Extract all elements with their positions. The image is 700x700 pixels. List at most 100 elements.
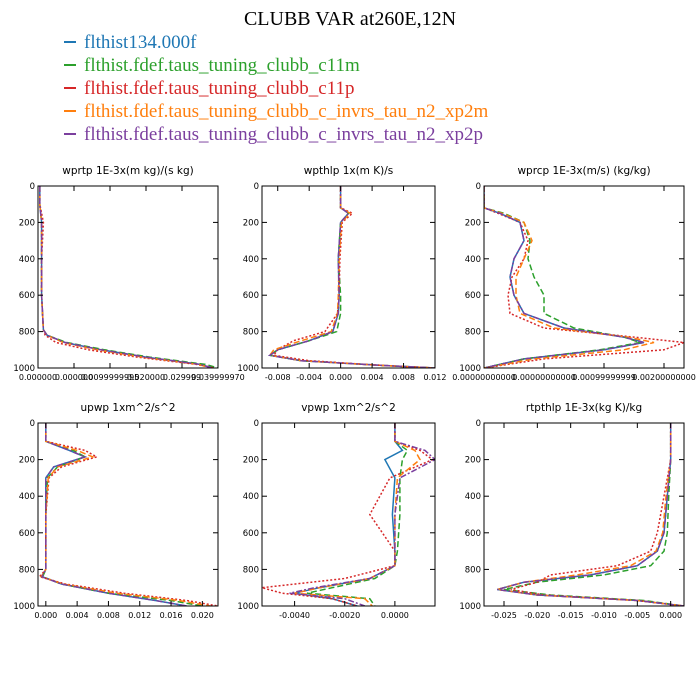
x-tick-label: 0.012 [128,611,151,620]
y-tick-label: 0 [254,419,259,429]
series-line [267,186,435,368]
chart-panel: vpwp 1xm^2/s^2 0 200 400 600 800 1000 -0.0040 -0… [237,402,436,620]
x-tick-label: 0.0099999995 [81,373,140,382]
x-tick-label: -0.025 [491,611,517,620]
y-tick-label: 200 [243,456,259,466]
x-tick-label: 0.016 [160,611,183,620]
series-line [484,186,684,368]
y-tick-label: 600 [19,529,35,539]
chart-panel: wprtp 1E-3x(m kg)/(s kg) 0 200 400 600 800 100… [13,165,244,382]
legend-item: flthist.fdef.taus_tuning_clubb_c_invrs_t… [64,124,488,147]
chart-panel: rtpthlp 1E-3x(kg K)/kg 0 200 400 600 800 1000 -… [459,402,685,620]
chart-series-group [497,423,684,606]
chart-frame [261,422,436,607]
y-tick-label: 0 [30,419,35,429]
chart-title: wprtp 1E-3x(m kg)/(s kg) [62,165,193,177]
legend-label: flthist.fdef.taus_tuning_clubb_c_invrs_t… [84,101,489,122]
y-tick-label: 1000 [237,602,259,612]
x-tick-label: 0.004 [66,611,89,620]
series-line [40,423,187,606]
y-tick-label: 800 [19,328,35,338]
legend-item: flthist134.000f [64,32,488,55]
x-tick-label: 0.008 [392,373,415,382]
y-tick-label: 0 [476,419,481,429]
x-tick-label: -0.015 [558,611,584,620]
x-tick-label: 0.000 [659,611,682,620]
y-tick-label: 0 [476,182,481,192]
chart-panel: wpthlp 1x(m K)/s 0 200 400 600 800 1000 -0.008-… [237,165,446,382]
chart-frame [483,185,685,369]
series-line [39,423,211,606]
legend-swatch [64,109,76,112]
legend-label: flthist134.000f [84,32,197,53]
y-tick-label: 200 [243,218,259,228]
x-tick-label: -0.008 [265,373,291,382]
legend-swatch [64,86,76,89]
series-line [39,186,212,368]
x-tick-label: 0.012 [424,373,447,382]
y-tick-label: 200 [465,456,481,466]
legend: flthist134.000f flthist.fdef.taus_tuning… [64,32,488,147]
legend-label: flthist.fdef.taus_tuning_clubb_c11p [84,78,355,99]
series-line [510,423,684,606]
x-tick-label: -0.004 [296,373,322,382]
y-tick-label: 400 [465,492,481,502]
x-tick-label: 0.020 [191,611,214,620]
y-tick-label: 800 [465,328,481,338]
chart-series-group [267,186,435,368]
legend-swatch [64,40,76,43]
chart-title: wprcp 1E-3x(m/s) (kg/kg) [517,165,650,177]
x-tick-label: 0.000 [34,611,57,620]
x-tick-label: 0.000000 [55,373,93,382]
y-tick-label: 1000 [13,364,35,374]
figure-title: CLUBB VAR at260E,12N [243,8,457,30]
chart-series-group [262,423,435,606]
chart-title: rtpthlp 1E-3x(kg K)/kg [526,402,642,414]
chart-title: wpthlp 1x(m K)/s [304,165,394,177]
series-line [39,186,213,368]
x-tick-label: 0.00200000000 [632,373,696,382]
legend-item: flthist.fdef.taus_tuning_clubb_c_invrs_t… [64,101,488,124]
series-line [39,186,218,368]
series-line [484,186,645,368]
legend-item: flthist.fdef.taus_tuning_clubb_c11p [64,78,488,101]
y-tick-label: 600 [465,291,481,301]
y-tick-label: 1000 [237,364,259,374]
x-tick-label: 0.00099999999 [572,373,636,382]
y-tick-label: 1000 [459,364,481,374]
series-line [484,186,655,368]
chart-series-group [39,186,218,368]
chart-frame [37,185,219,369]
series-line [497,423,684,606]
y-tick-label: 0 [254,182,259,192]
y-tick-label: 600 [465,529,481,539]
series-line [268,186,435,368]
legend-label: flthist.fdef.taus_tuning_clubb_c11m [84,55,360,76]
x-tick-label: -0.0020 [329,611,360,620]
x-tick-label: 0.00000000000 [512,373,576,382]
series-line [38,423,218,606]
x-tick-label: 0.004 [361,373,384,382]
y-tick-label: 800 [465,565,481,575]
series-line [41,423,203,606]
y-tick-label: 200 [19,456,35,466]
legend-swatch [64,132,76,135]
series-line [294,423,404,606]
series-line [497,423,684,606]
y-tick-label: 400 [19,492,35,502]
chart-frame [261,185,436,369]
series-line [306,423,409,606]
y-tick-label: 200 [465,218,481,228]
y-tick-label: 400 [465,255,481,265]
x-tick-label: -0.005 [624,611,650,620]
x-tick-label: -0.0040 [279,611,310,620]
chart-title: vpwp 1xm^2/s^2 [301,402,396,414]
series-line [289,423,435,606]
y-tick-label: 600 [243,529,259,539]
chart-title: upwp 1xm^2/s^2 [81,402,176,414]
x-tick-label: 0.000000 [19,373,57,382]
chart-series-group [484,186,684,368]
series-line [484,186,645,368]
chart-series-group [38,423,218,606]
